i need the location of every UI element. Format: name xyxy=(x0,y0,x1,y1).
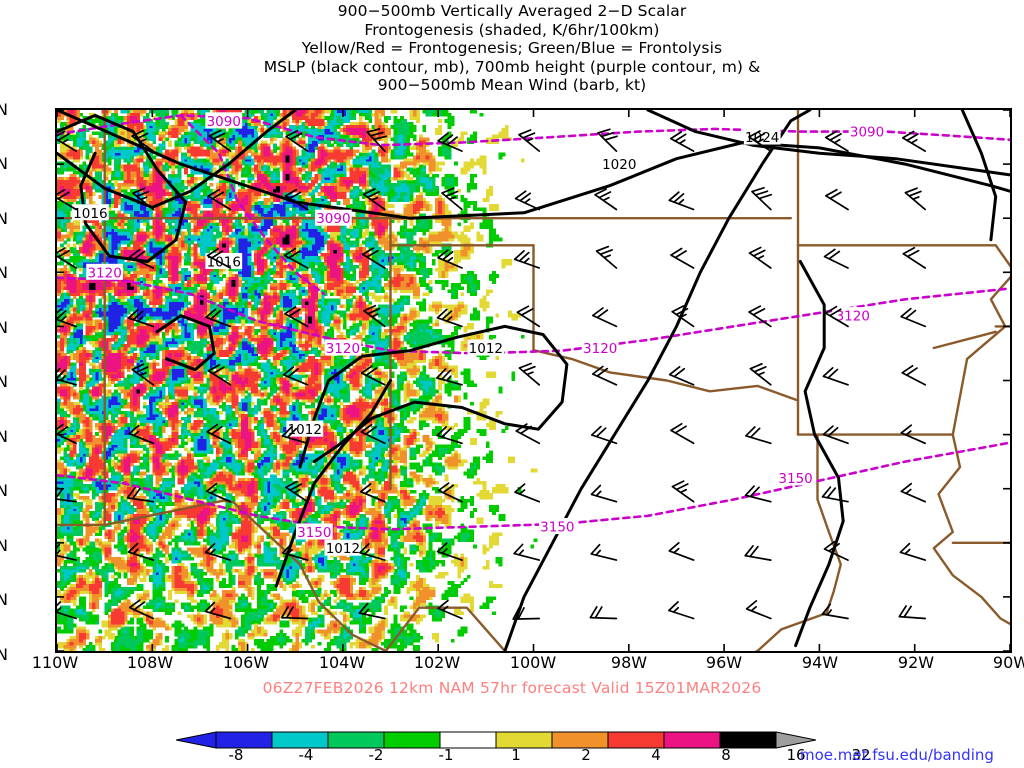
x-tick-label: 110W xyxy=(31,653,79,672)
title-line-1: 900−500mb Vertically Averaged 2−D Scalar xyxy=(337,2,687,20)
colorbar-tick-label: 8 xyxy=(721,746,731,764)
map-plot-area[interactable]: 1016 1016 1012 1012 1012 1020 1024 3090 3090 3090… xyxy=(55,108,1012,653)
svg-text:3090: 3090 xyxy=(207,114,241,130)
colorbar-tick-label: -8 xyxy=(228,746,244,764)
title-line-4: MSLP (black contour, mb), 700mb height (… xyxy=(263,57,761,76)
y-tick-label: 29N xyxy=(0,645,8,664)
title-line-5: 900−500mb Mean Wind (barb, kt) xyxy=(377,76,647,94)
y-tick-label: 36N xyxy=(0,263,8,282)
map-canvas: 1016101610121012101210201024309030903090… xyxy=(57,110,1010,651)
colorbar[interactable] xyxy=(176,731,816,749)
y-tick-label: 34N xyxy=(0,372,8,391)
svg-text:1012: 1012 xyxy=(469,341,503,357)
svg-text:1020: 1020 xyxy=(602,157,636,173)
y-tick-label: 33N xyxy=(0,427,8,446)
chart-title: 900−500mb Vertically Averaged 2−D Scalar… xyxy=(0,2,1024,95)
y-tick-label: 35N xyxy=(0,318,8,337)
y-tick-label: 39N xyxy=(0,100,8,119)
svg-text:3120: 3120 xyxy=(836,309,870,325)
svg-text:3120: 3120 xyxy=(326,341,360,357)
svg-text:1016: 1016 xyxy=(207,254,241,270)
colorbar-tick-label: 2 xyxy=(581,746,591,764)
colorbar-tick-label: -4 xyxy=(298,746,314,764)
x-tick-label: 108W xyxy=(126,653,174,672)
svg-text:1012: 1012 xyxy=(288,422,322,438)
y-tick-label: 32N xyxy=(0,481,8,500)
title-line-3: Yellow/Red = Frontogenesis; Green/Blue =… xyxy=(301,39,723,57)
y-tick-label: 30N xyxy=(0,590,8,609)
site-watermark: moe.met.fsu.edu/banding xyxy=(800,746,994,764)
svg-text:1016: 1016 xyxy=(73,206,107,222)
forecast-caption: 06Z27FEB2026 12km NAM 57hr forecast Vali… xyxy=(262,679,762,697)
x-tick-label: 106W xyxy=(222,653,270,672)
svg-text:1012: 1012 xyxy=(326,541,360,557)
x-tick-label: 96W xyxy=(705,653,743,672)
x-tick-label: 94W xyxy=(801,653,839,672)
colorbar-tick-label: -1 xyxy=(438,746,454,764)
x-tick-label: 100W xyxy=(509,653,557,672)
y-tick-label: 37N xyxy=(0,209,8,228)
colorbar-tick-label: 1 xyxy=(511,746,521,764)
svg-text:3090: 3090 xyxy=(316,211,350,227)
y-tick-label: 31N xyxy=(0,536,8,555)
svg-text:3120: 3120 xyxy=(583,341,617,357)
x-tick-label: 98W xyxy=(610,653,648,672)
x-tick-label: 104W xyxy=(318,653,366,672)
svg-text:3150: 3150 xyxy=(540,520,574,536)
svg-text:3090: 3090 xyxy=(850,125,884,141)
y-tick-label: 38N xyxy=(0,154,8,173)
x-tick-label: 90W xyxy=(992,653,1024,672)
colorbar-swatches xyxy=(176,731,816,749)
colorbar-tick-label: 4 xyxy=(651,746,661,764)
colorbar-tick-label: 32 xyxy=(851,746,871,764)
title-line-2: Frontogenesis (shaded, K/6hr/100km) xyxy=(364,20,660,39)
svg-text:3150: 3150 xyxy=(778,471,812,487)
colorbar-tick-label: 16 xyxy=(786,746,806,764)
x-tick-label: 102W xyxy=(413,653,461,672)
svg-text:3150: 3150 xyxy=(297,525,331,541)
colorbar-tick-label: -2 xyxy=(368,746,384,764)
svg-text:3120: 3120 xyxy=(87,265,121,281)
x-tick-label: 92W xyxy=(897,653,935,672)
